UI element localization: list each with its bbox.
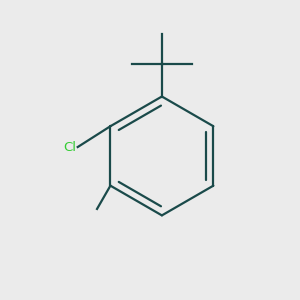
Text: Cl: Cl bbox=[63, 140, 76, 154]
